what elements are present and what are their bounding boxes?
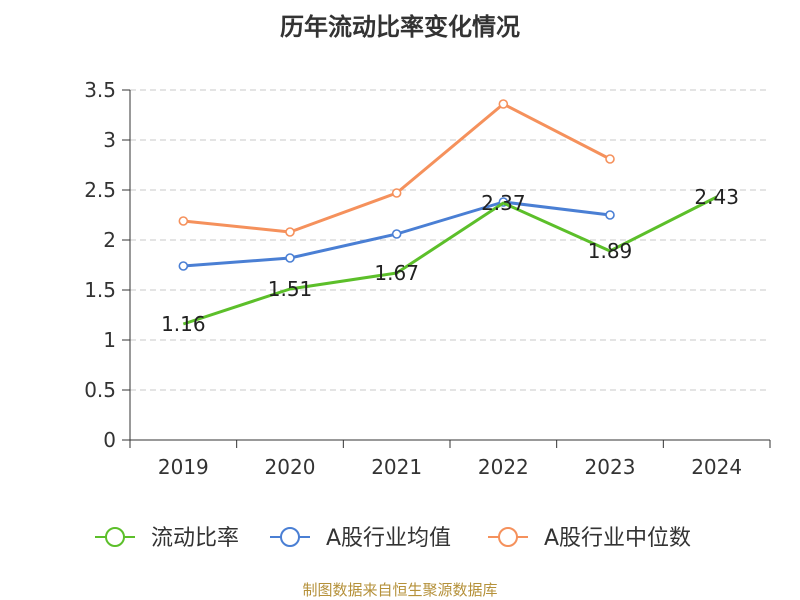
x-tick-label: 2024 [691, 455, 742, 479]
x-tick-label: 2021 [371, 455, 422, 479]
data-label: 1.89 [588, 239, 633, 263]
series-point [178, 261, 189, 271]
legend[interactable]: 流动比率 A股行业均值 A股行业中位数 [95, 526, 691, 551]
series-point [498, 99, 509, 109]
series-lines [178, 99, 718, 326]
x-tick-label: 2022 [478, 455, 529, 479]
y-tick-label: 2 [103, 228, 116, 252]
series-point [391, 188, 402, 198]
chart-title: 历年流动比率变化情况 [280, 13, 520, 41]
y-tick-label: 2.5 [84, 178, 116, 202]
series-point [285, 227, 295, 237]
data-label: 1.16 [161, 312, 206, 336]
series-point [391, 229, 402, 239]
source-footer: 制图数据来自恒生聚源数据库 [302, 581, 497, 599]
series-point [605, 154, 615, 164]
series-point [178, 216, 189, 226]
series-line [182, 195, 718, 326]
series-point [605, 210, 615, 220]
data-label: 2.37 [481, 191, 526, 215]
data-labels: 1.16 1.51 1.67 2.37 1.89 2.43 [161, 185, 739, 336]
data-label: 2.43 [694, 185, 739, 209]
legend-label: A股行业均值 [326, 526, 451, 551]
series-line [183, 102, 611, 234]
data-label: 1.51 [268, 277, 313, 301]
x-tick-label: 2023 [585, 455, 636, 479]
x-tick-label: 2020 [265, 455, 316, 479]
y-tick-label: 3.5 [84, 78, 116, 102]
legend-label: 流动比率 [151, 526, 239, 551]
series-point [285, 253, 295, 263]
y-tick-label: 1 [103, 328, 116, 352]
legend-label: A股行业中位数 [544, 526, 691, 551]
legend-marker [498, 527, 518, 547]
x-tick-label: 2019 [158, 455, 209, 479]
y-tick-label: 3 [103, 128, 116, 152]
legend-item[interactable]: A股行业均值 [270, 526, 451, 551]
y-tick-label: 1.5 [84, 278, 116, 302]
legend-marker [105, 527, 125, 547]
legend-marker [280, 527, 300, 547]
axes: 0 0.5 1 1.5 2 2.5 3 3.5 2019 2020 2021 2022 2023 2024 [84, 78, 771, 479]
data-label: 1.67 [374, 261, 419, 285]
grid-lines [130, 89, 770, 391]
legend-item[interactable]: 流动比率 [95, 526, 239, 551]
y-tick-label: 0.5 [84, 378, 116, 402]
legend-item[interactable]: A股行业中位数 [488, 526, 691, 551]
y-tick-label: 0 [103, 428, 116, 452]
